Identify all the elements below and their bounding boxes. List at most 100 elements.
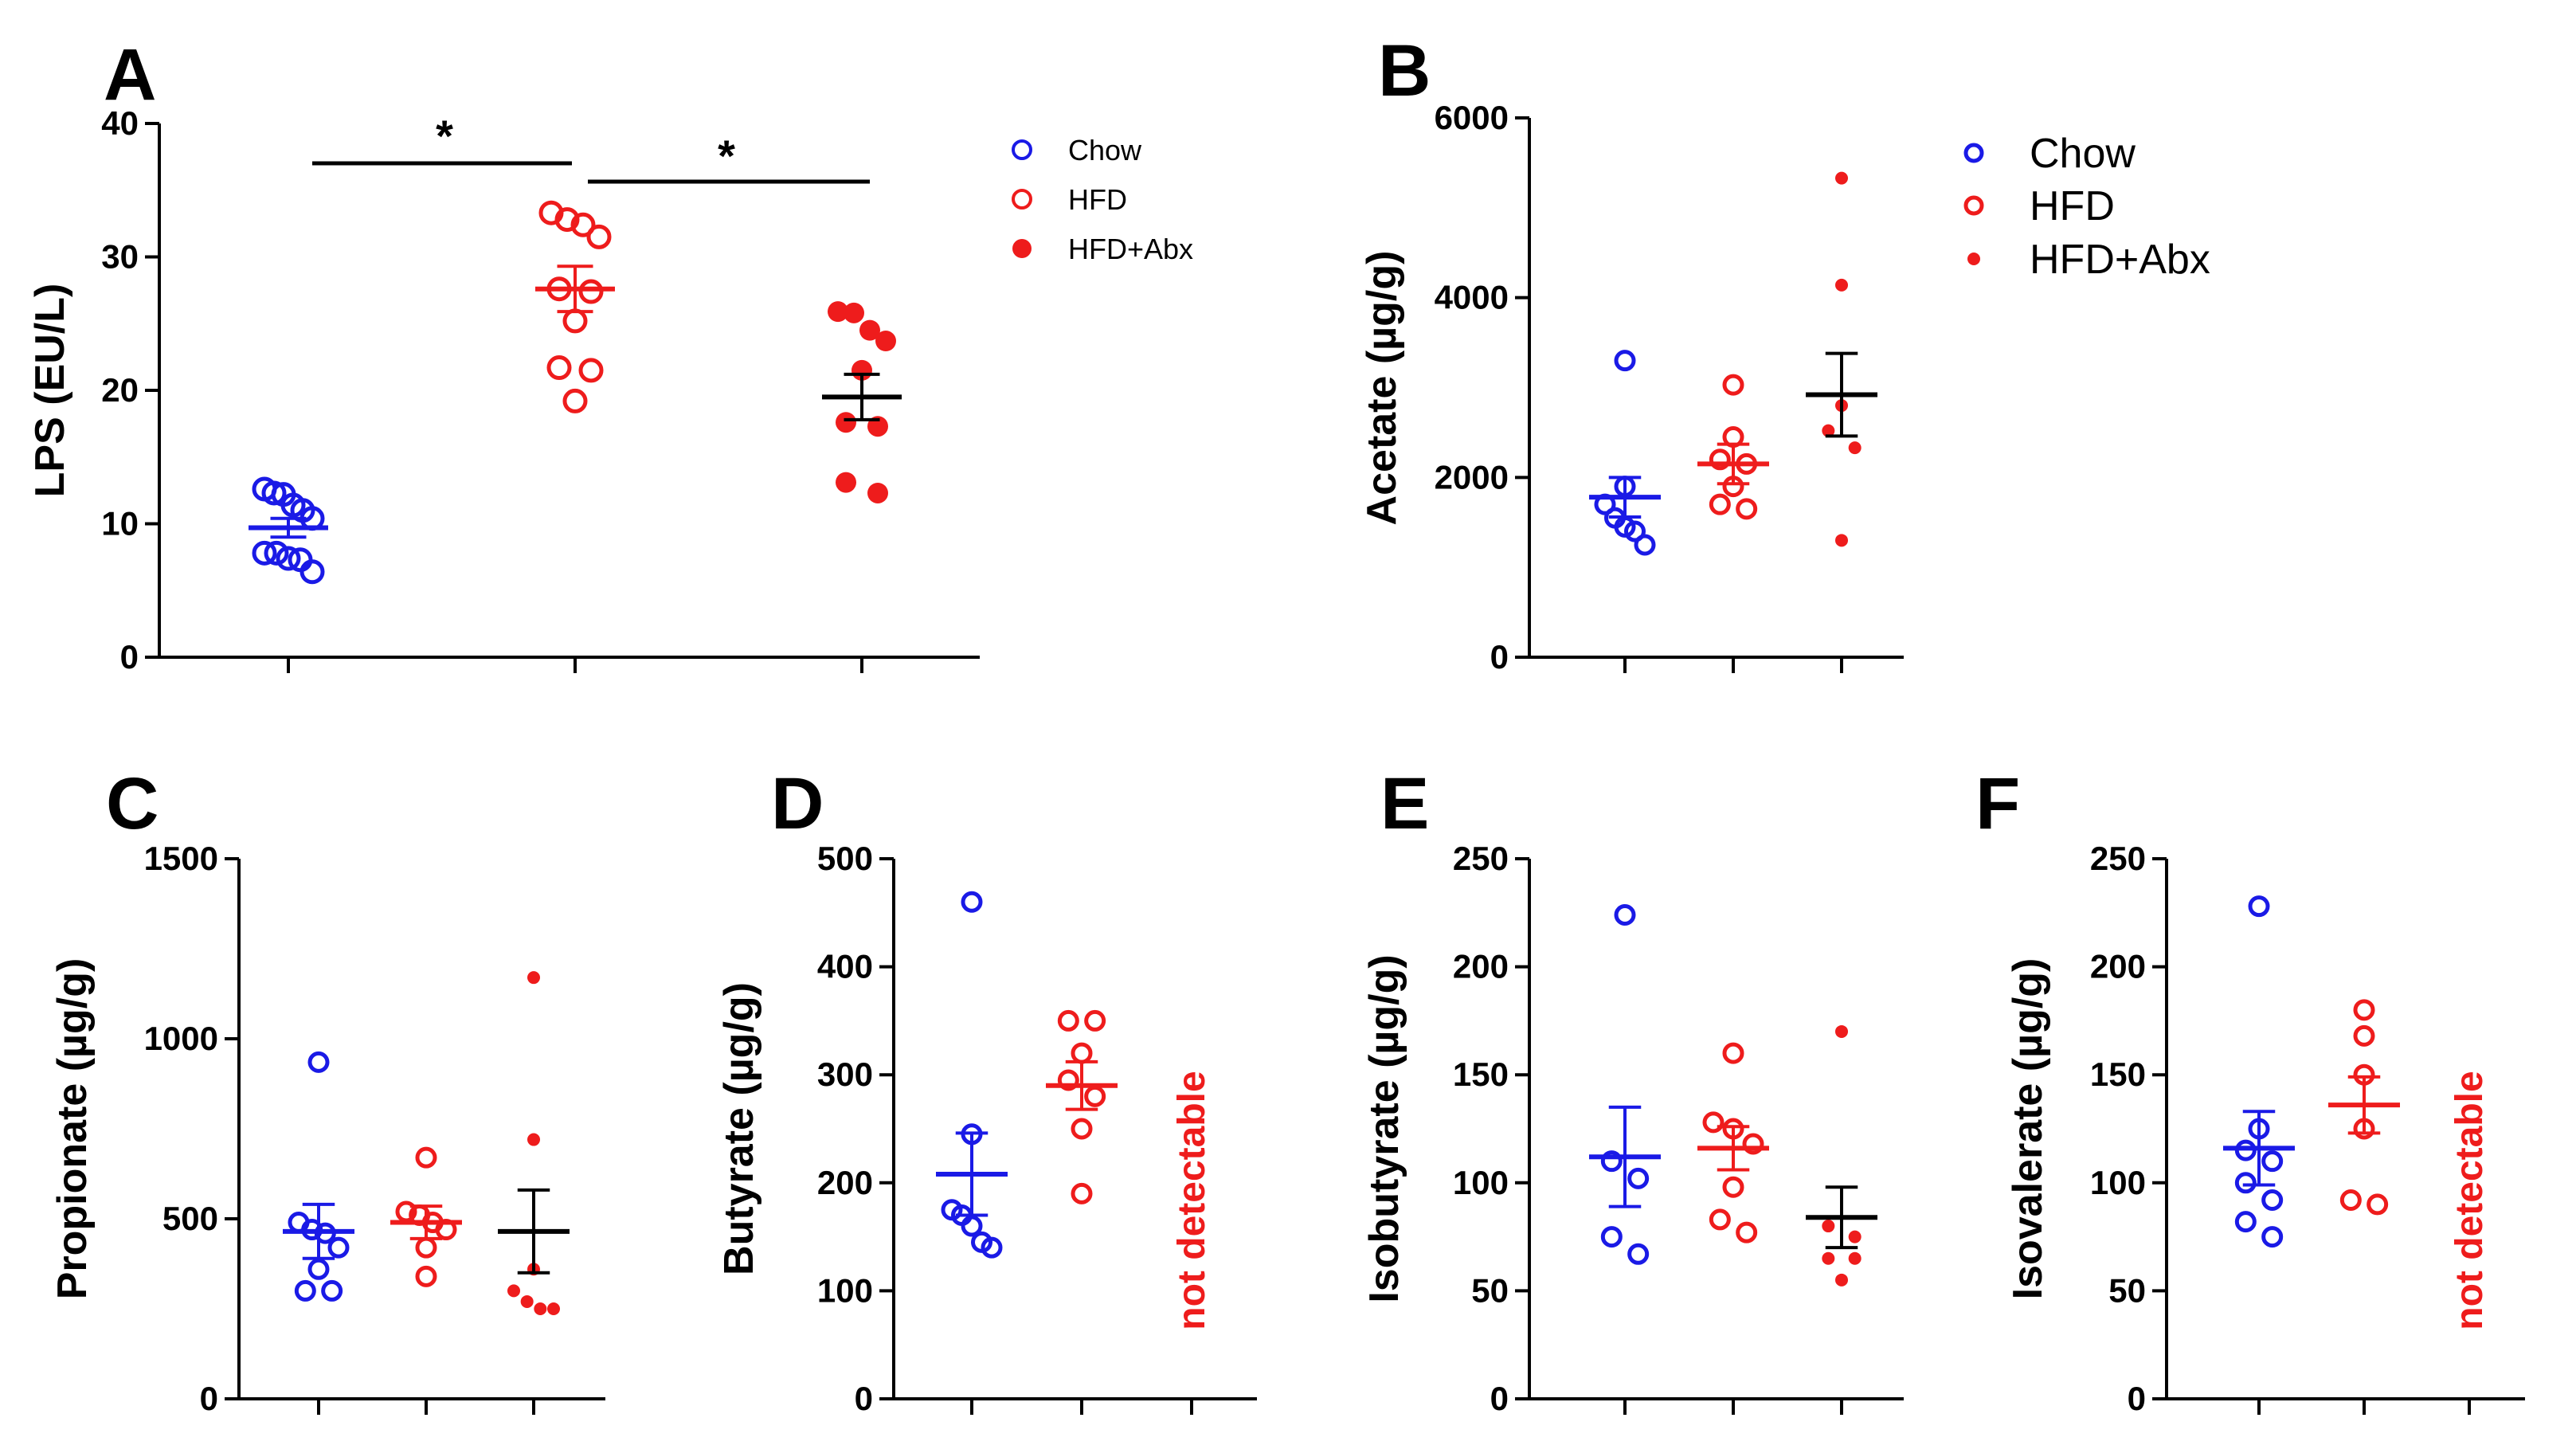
data-point-chow [2234,1211,2257,1233]
y-tick-label: 0 [120,638,139,676]
not-detectable-label: not detectable [2449,1071,2491,1330]
y-tick-label: 200 [817,1164,873,1201]
legend-label: Chow [1068,134,1142,166]
panel-letter: A [104,34,156,116]
data-point-hfd [1709,448,1731,471]
data-point-chow [261,480,287,506]
data-point-hfd-abx [828,301,848,323]
y-tick-label: 100 [1453,1164,1509,1201]
data-point-chow [1627,1243,1650,1265]
data-point-chow [290,498,315,523]
data-point-hfd [415,1146,437,1169]
not-detectable-label: not detectable [1171,1071,1213,1330]
y-axis-label: LPS (EU/L) [27,284,73,498]
y-tick-label: 50 [2108,1271,2146,1309]
data-point-hfd-abx [1822,1251,1835,1265]
data-point-hfd [1071,1182,1093,1204]
data-point-hfd [1084,1085,1106,1107]
data-point-chow [961,891,983,913]
data-point-hfd [1084,1009,1106,1032]
data-point-hfd [1702,1111,1725,1134]
data-point-chow [321,1279,343,1302]
data-point-hfd [1057,1009,1079,1032]
data-point-chow [2261,1189,2284,1211]
data-point-chow [307,1051,330,1073]
data-point-hfd-abx [1835,1024,1848,1038]
data-point-chow [1624,520,1646,542]
data-point-hfd [1057,1069,1079,1091]
data-point-hfd [1722,1176,1744,1198]
legend-marker-hfd [1012,189,1032,210]
y-tick-label: 30 [101,238,139,276]
panel-letter: C [106,763,159,844]
data-point-chow [1614,350,1636,372]
data-point-chow [2261,1150,2284,1173]
legend-label: HFD [1068,183,1127,216]
data-point-hfd-abx [520,1294,534,1308]
y-tick-label: 1500 [144,840,218,877]
significance-star: * [436,111,453,161]
legend-panel-a: Chow HFD HFD+Abx [1012,134,1193,265]
legend-marker-chow [1963,143,1984,163]
y-tick-label: 500 [162,1200,218,1237]
y-tick-label: 40 [101,104,139,142]
legend-marker-hfd-abx [1012,239,1032,258]
legend-marker-chow [1012,139,1032,160]
data-point-hfd [415,1265,437,1287]
panel-c: C 0 500 1000 1500 Propionate (µg/g) [49,763,605,1417]
data-point-hfd [1722,1042,1744,1064]
data-point-chow [981,1236,1003,1259]
data-point-chow [2261,1226,2284,1248]
legend-marker-hfd-abx [1967,253,1980,265]
data-point-chow [271,482,296,507]
data-point-hfd [2339,1189,2362,1211]
y-tick-label: 0 [200,1380,218,1417]
y-tick-label: 150 [2090,1055,2146,1093]
data-point-hfd [578,279,604,304]
data-point-hfd-abx [1835,534,1848,547]
data-point-hfd [2367,1193,2389,1216]
data-point-hfd [1742,1133,1764,1155]
data-point-chow [1614,904,1636,926]
legend-marker-hfd [1963,195,1984,216]
data-point-hfd-abx [507,1284,520,1298]
data-point-hfd [2353,999,2375,1021]
data-point-chow [294,1279,316,1302]
y-tick-label: 0 [2128,1380,2146,1417]
y-tick-label: 4000 [1435,279,1509,316]
y-tick-label: 2000 [1435,458,1509,495]
y-tick-label: 20 [101,371,139,409]
legend-label: HFD [2030,183,2115,229]
data-point-hfd [554,207,580,233]
data-point-chow [1627,1167,1650,1189]
data-point-hfd-abx [1848,1230,1862,1243]
data-point-hfd [2353,1024,2375,1047]
y-tick-label: 300 [817,1055,873,1093]
panel-d: D 0 100 200 300 400 500 Butyrate (µg/g) not dete… [716,763,1257,1417]
data-point-chow [327,1236,350,1259]
data-point-chow [264,540,289,566]
y-tick-label: 10 [101,505,139,542]
data-point-hfd-abx [527,1133,540,1146]
data-point-hfd-abx [1835,171,1848,185]
data-point-chow [1600,1226,1623,1248]
legend-label: Chow [2030,131,2136,177]
y-axis-label: Butyrate (µg/g) [716,982,762,1275]
data-point-chow [961,1215,983,1237]
panel-letter: F [1975,763,2020,844]
data-point-hfd-abx [1822,1220,1835,1233]
legend-panel-b: Chow HFD HFD+Abx [1963,131,2210,283]
data-point-hfd-abx [1822,424,1835,437]
data-point-hfd-abx [1848,1251,1862,1265]
y-tick-label: 0 [855,1380,873,1417]
panel-letter: D [771,763,824,844]
y-tick-label: 0 [1490,1380,1509,1417]
panel-f: F 0 50 100 150 200 250 Isovalerate (µg/g) not de… [1975,763,2525,1417]
data-point-chow [299,559,325,585]
data-point-hfd-abx [527,971,540,985]
data-point-hfd [1071,1042,1093,1064]
legend-label: HFD+Abx [1068,233,1193,265]
y-axis-label: Isovalerate (µg/g) [2005,958,2051,1300]
data-point-chow [2248,895,2270,918]
data-point-hfd [1736,1221,1758,1243]
